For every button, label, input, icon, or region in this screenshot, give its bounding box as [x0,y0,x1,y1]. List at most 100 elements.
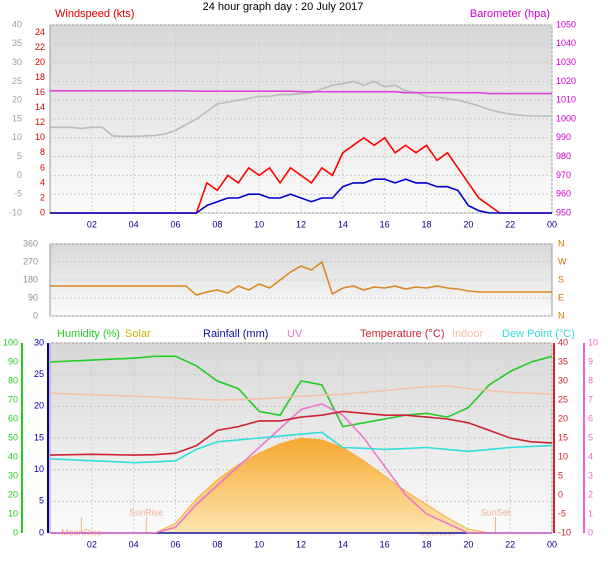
y-tick-label: 10 [588,337,598,347]
y-tick-label: 15 [34,432,44,442]
x-tick-label: 06 [170,539,180,549]
x-tick-label: 04 [129,539,139,549]
y-tick-label: 5 [558,470,563,480]
x-tick-label: 18 [421,219,431,229]
y-tick-label: 3 [588,470,593,480]
y-tick-label: 70 [8,394,18,404]
y-tick-label: -5 [558,508,566,518]
line [50,178,552,214]
y-tick-label: 0 [17,170,22,180]
y-tick-label: 10 [34,464,44,474]
y-tick-label: 8 [40,147,45,157]
y-tick-label: -10 [558,527,571,537]
y-tick-label: 4 [40,177,45,187]
x-tick-label: 04 [129,219,139,229]
y-tick-label: 60 [8,413,18,423]
y-tick-label: 30 [558,375,568,385]
line [50,260,552,296]
y-tick-label: 10 [12,132,22,142]
y-tick-label: 5 [39,496,44,506]
y-tick-label: 20 [558,413,568,423]
x-tick-label: 08 [212,219,222,229]
axis-label: Windspeed (kts) [55,8,134,20]
y-tick-label: W [558,256,567,266]
x-tick-label: 02 [87,219,97,229]
y-tick-label: 1010 [556,95,576,105]
y-tick-label: 180 [23,274,38,284]
y-tick-label: 30 [8,470,18,480]
legend-entry: UV [287,328,303,340]
y-tick-label: 10 [558,451,568,461]
y-tick-label: 360 [23,238,38,248]
line [49,385,553,401]
y-tick-label: 30 [34,337,44,347]
y-tick-label: 2 [40,192,45,202]
line [50,80,552,138]
y-tick-label: 40 [558,337,568,347]
annotation: SunRise [129,507,163,517]
y-tick-label: 20 [12,95,22,105]
x-tick-label: 08 [212,539,222,549]
y-tick-label: 0 [33,310,38,320]
y-tick-label: 20 [8,489,18,499]
y-tick-label: 0 [588,527,593,537]
y-tick-label: 990 [556,132,571,142]
y-tick-label: 1030 [556,57,576,67]
x-tick-label: 12 [296,219,306,229]
x-tick-label: 20 [463,539,473,549]
y-tick-label: 2 [588,489,593,499]
y-tick-label: 1000 [556,113,576,123]
legend-entry: Temperature (°C) [360,328,444,340]
x-tick-label: 16 [380,219,390,229]
x-tick-label: 12 [296,539,306,549]
legend-entry: Humidity (%) [57,328,120,340]
x-tick-label: 14 [338,219,348,229]
legend-entry: Indoor [452,328,484,340]
y-tick-label: 20 [35,57,45,67]
y-tick-label: 10 [35,132,45,142]
y-tick-label: 980 [556,151,571,161]
y-tick-label: 1040 [556,38,576,48]
y-tick-label: 15 [558,432,568,442]
y-tick-label: N [558,238,565,248]
line [49,355,553,428]
x-tick-label: 16 [380,539,390,549]
y-tick-label: 5 [588,432,593,442]
y-tick-label: 90 [8,356,18,366]
y-tick-label: 18 [35,72,45,82]
x-tick-label: 10 [254,539,264,549]
legend-entry: Dew Point (°C) [502,328,575,340]
x-tick-label: 06 [170,219,180,229]
y-tick-label: -10 [9,207,22,217]
y-tick-label: 40 [8,451,18,461]
y-tick-label: 1 [588,508,593,518]
y-tick-label: 9 [588,356,593,366]
y-tick-label: 50 [8,432,18,442]
y-tick-label: 24 [35,27,45,37]
y-tick-label: N [558,310,565,320]
y-tick-label: -5 [14,189,22,199]
line [50,402,552,534]
y-tick-label: 35 [558,356,568,366]
y-tick-label: 7 [588,394,593,404]
x-tick-label: 18 [421,539,431,549]
x-tick-label: 10 [254,219,264,229]
y-tick-label: 100 [3,337,18,347]
y-tick-label: 80 [8,375,18,385]
x-tick-label: 00 [547,219,557,229]
y-tick-label: 0 [39,527,44,537]
line [50,90,552,95]
y-tick-label: 90 [28,292,38,302]
x-tick-label: 20 [463,219,473,229]
y-tick-label: 0 [558,489,563,499]
y-tick-label: 5 [17,151,22,161]
y-tick-label: 0 [40,207,45,217]
y-tick-label: 1020 [556,76,576,86]
line [49,410,553,456]
y-tick-label: 270 [23,256,38,266]
y-tick-label: 25 [12,76,22,86]
y-tick-label: 16 [35,87,45,97]
annotation: SunSet [481,507,511,517]
x-tick-label: 22 [505,219,515,229]
